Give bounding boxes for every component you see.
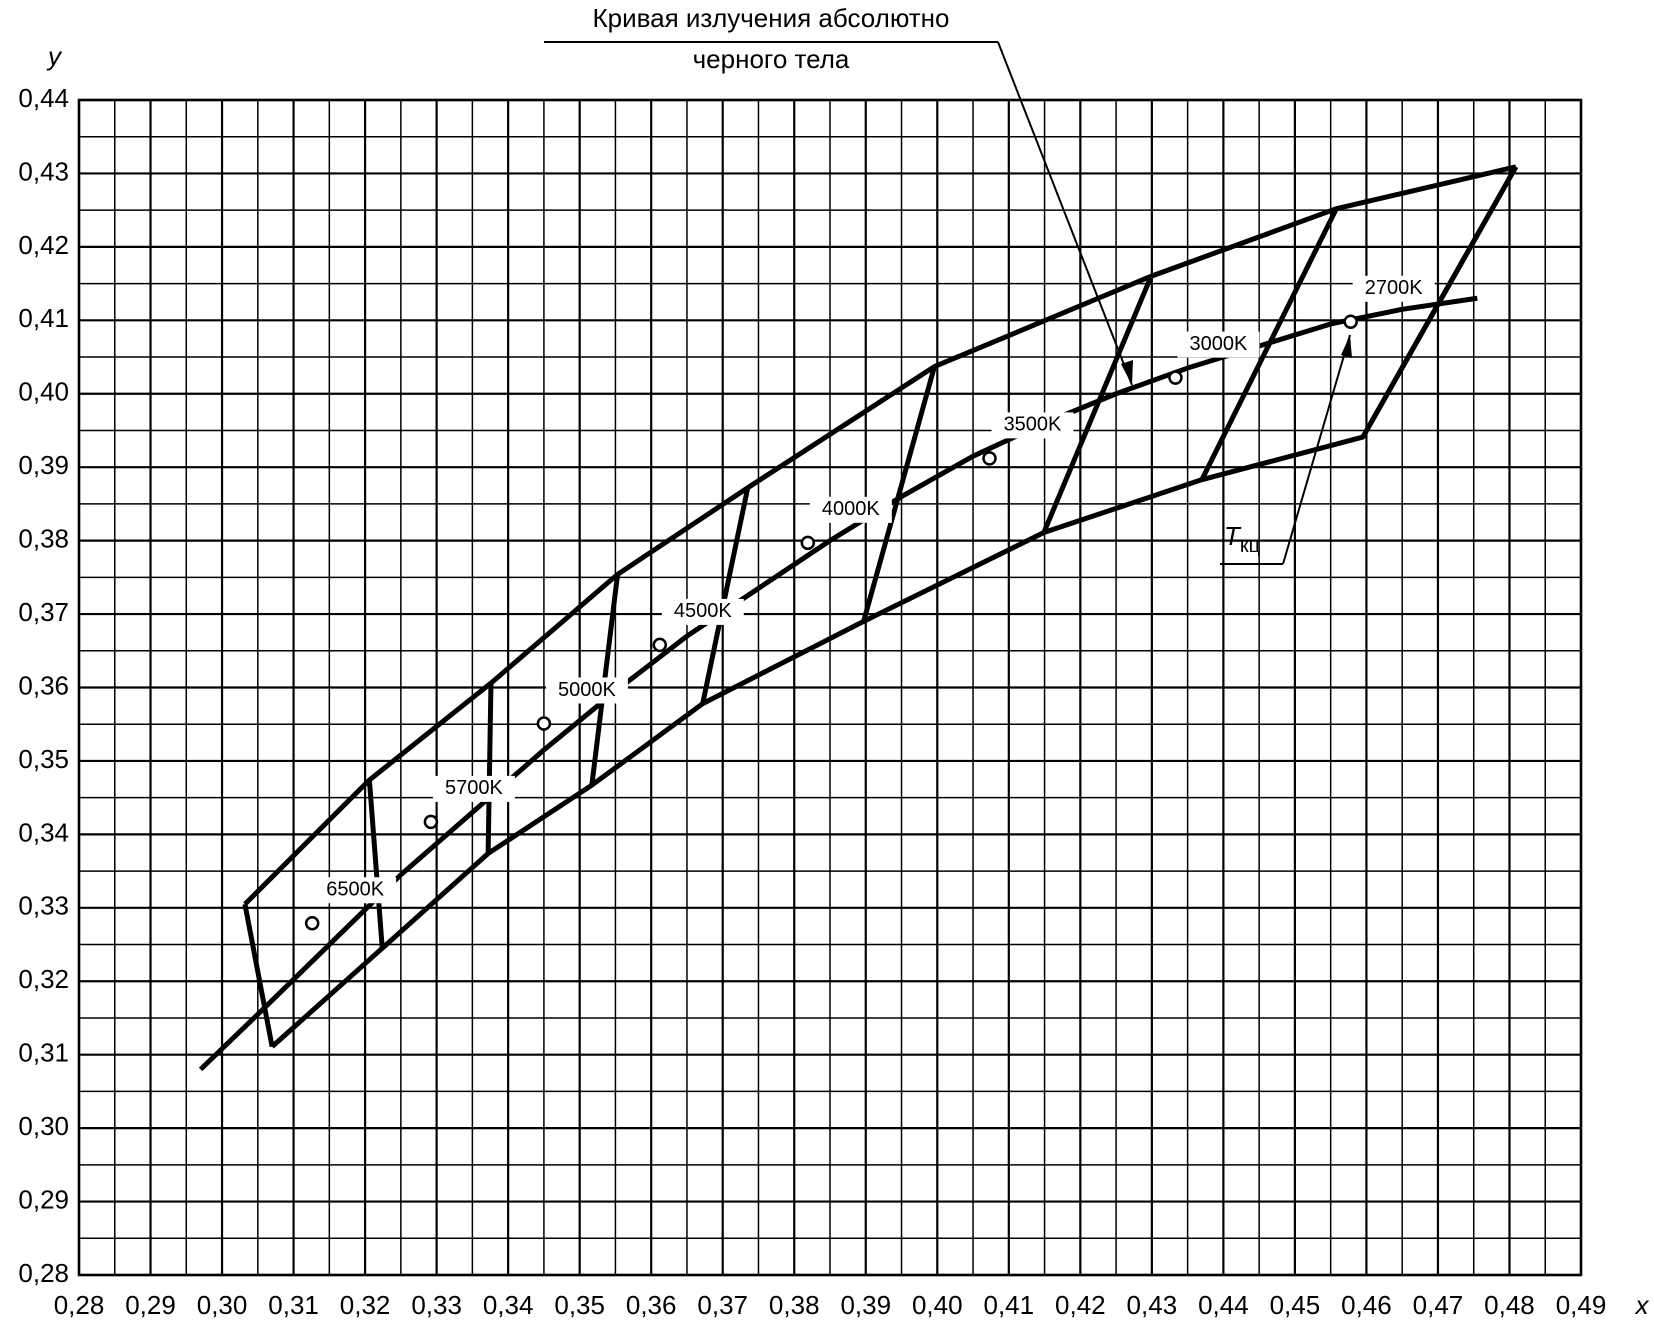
- y-tick-label: 0,36: [18, 670, 69, 700]
- x-tick-label: 0,48: [1484, 1290, 1535, 1320]
- point-label: 5000K: [558, 679, 616, 701]
- y-tick-label: 0,34: [18, 817, 69, 847]
- point-label: 2700K: [1365, 277, 1423, 299]
- y-tick-label: 0,38: [18, 524, 69, 554]
- x-tick-label: 0,44: [1198, 1290, 1249, 1320]
- y-tick-label: 0,30: [18, 1111, 69, 1141]
- arrow-head: [1121, 360, 1133, 385]
- point-label: 4500K: [674, 600, 732, 622]
- series-line: [1041, 275, 1154, 534]
- y-tick-label: 0,40: [18, 377, 69, 407]
- point-label: 3000K: [1190, 333, 1248, 355]
- series-line: [242, 903, 275, 1048]
- x-tick-label: 0,31: [268, 1290, 319, 1320]
- x-tick-label: 0,40: [912, 1290, 963, 1320]
- y-tick-label: 0,39: [18, 450, 69, 480]
- point-label: 5700K: [445, 777, 503, 799]
- annotation-subscript: кц: [1240, 535, 1260, 557]
- arrow-head: [1341, 335, 1352, 358]
- annotation-text: черного тела: [693, 44, 850, 74]
- point: [1168, 370, 1183, 385]
- y-tick-label: 0,28: [18, 1258, 69, 1288]
- x-tick-label: 0,49: [1556, 1290, 1607, 1320]
- label-background: [991, 412, 1074, 439]
- x-tick-label: 0,38: [769, 1290, 820, 1320]
- label-background: [809, 496, 892, 523]
- annotation-text: Кривая излучения абсолютно: [593, 3, 950, 33]
- point-label: 3500K: [1004, 414, 1062, 436]
- x-tick-label: 0,35: [554, 1290, 605, 1320]
- x-tick-label: 0,41: [984, 1290, 1035, 1320]
- label-background: [432, 775, 515, 802]
- y-tick-label: 0,42: [18, 230, 69, 260]
- point: [800, 535, 816, 551]
- series-line: [243, 164, 1517, 906]
- series-line: [1360, 165, 1519, 439]
- y-tick-label: 0,33: [18, 891, 69, 921]
- label-background: [545, 677, 628, 704]
- point-label: 4000K: [822, 498, 880, 520]
- y-tick-label: 0,43: [18, 156, 69, 186]
- x-tick-label: 0,30: [197, 1290, 248, 1320]
- y-tick-label: 0,31: [18, 1038, 69, 1068]
- point-label: 6500K: [326, 879, 384, 901]
- y-tick-label: 0,32: [18, 964, 69, 994]
- y-tick-label: 0,37: [18, 597, 69, 627]
- x-tick-label: 0,28: [54, 1290, 105, 1320]
- y-tick-label: 0,35: [18, 744, 69, 774]
- y-tick-label: 0,41: [18, 303, 69, 333]
- annotation-symbol: T: [1224, 521, 1242, 551]
- x-tick-label: 0,43: [1127, 1290, 1178, 1320]
- label-background: [1177, 331, 1260, 358]
- x-tick-label: 0,39: [840, 1290, 891, 1320]
- point: [1343, 314, 1358, 330]
- series-line: [270, 165, 1519, 1049]
- y-tick-label: 0,29: [18, 1184, 69, 1214]
- x-axis-label: x: [1634, 1290, 1650, 1320]
- x-tick-label: 0,34: [483, 1290, 534, 1320]
- series-line: [1199, 207, 1339, 481]
- label-background: [1352, 275, 1435, 302]
- x-tick-label: 0,37: [697, 1290, 748, 1320]
- x-tick-label: 0,45: [1270, 1290, 1321, 1320]
- point: [652, 637, 668, 653]
- series-line: [366, 779, 385, 949]
- series-line: [485, 683, 494, 854]
- point: [536, 716, 552, 731]
- x-tick-label: 0,29: [125, 1290, 176, 1320]
- x-tick-label: 0,47: [1413, 1290, 1464, 1320]
- plot-frame: [77, 98, 1583, 1277]
- point: [423, 814, 439, 830]
- x-tick-label: 0,42: [1055, 1290, 1106, 1320]
- x-tick-label: 0,46: [1341, 1290, 1392, 1320]
- series-line: [861, 365, 937, 623]
- label-background: [314, 877, 397, 904]
- series-line: [700, 487, 751, 705]
- point: [304, 915, 320, 931]
- y-tick-label: 0,44: [18, 83, 69, 113]
- y-axis-label: y: [46, 41, 63, 71]
- label-background: [661, 598, 744, 625]
- x-tick-label: 0,32: [340, 1290, 391, 1320]
- point: [982, 451, 997, 466]
- x-tick-label: 0,33: [411, 1290, 462, 1320]
- x-tick-label: 0,36: [626, 1290, 677, 1320]
